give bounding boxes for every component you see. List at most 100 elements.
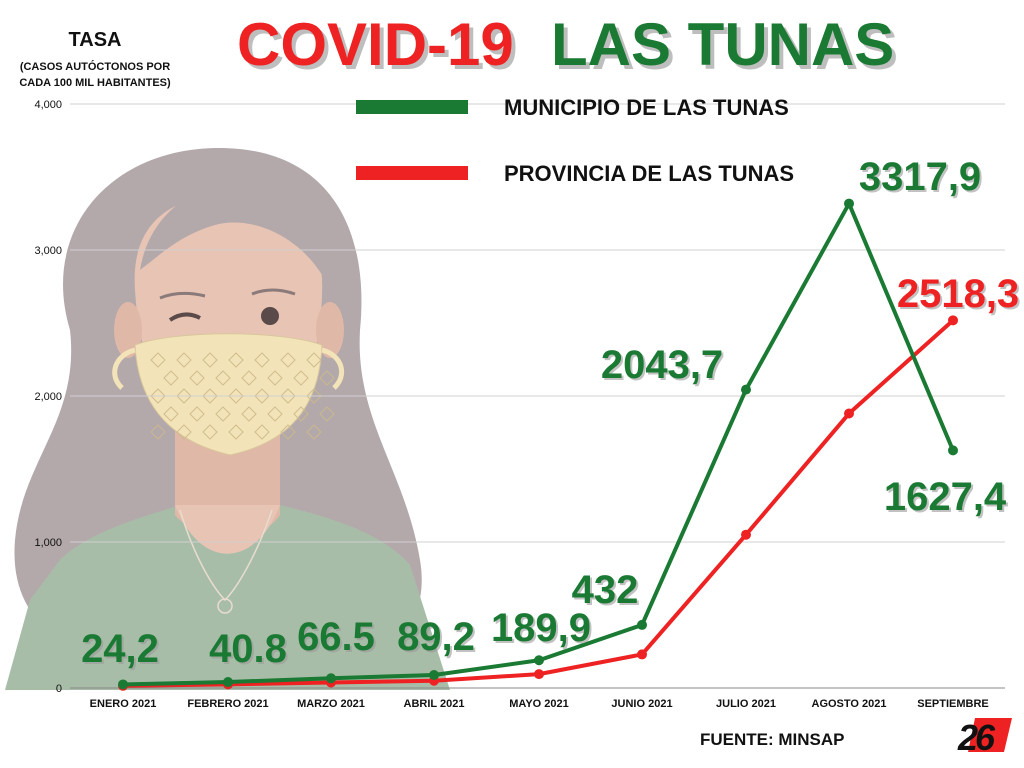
mask-pattern-diamond	[241, 370, 257, 386]
point-municipio	[223, 677, 233, 688]
mask-pattern-diamond	[293, 370, 309, 386]
necklace-shape	[179, 509, 273, 602]
point-municipio	[326, 673, 336, 684]
chart-title: COVID-19 COVID-19 LAS TUNAS LAS TUNAS	[237, 11, 898, 82]
data-label-municipio-shadow: 24,2	[83, 629, 161, 673]
legend-swatch-provincia	[356, 166, 468, 180]
mask-strap-left	[112, 347, 136, 390]
necklace-pendant-shape	[217, 598, 233, 614]
mask-pattern-diamond	[267, 406, 283, 422]
title-part1: COVID-19	[237, 11, 514, 78]
left-ear-shape	[114, 302, 142, 358]
mask-pattern-diamond	[202, 424, 218, 440]
fringe-shape	[140, 184, 326, 280]
right-ear-shape	[316, 302, 344, 358]
data-label-municipio-shadow: 2043,7	[603, 345, 725, 389]
x-tick-labels: ENERO 2021 FEBRERO 2021 MARZO 2021 ABRIL 20…	[90, 698, 989, 710]
mask-pattern-diamond	[228, 388, 244, 404]
mask-pattern-diamond	[163, 370, 179, 386]
point-municipio	[637, 619, 647, 630]
x-tick-label: ABRIL 2021	[404, 698, 465, 710]
mask-pattern-diamond	[319, 370, 335, 386]
point-municipio	[429, 669, 439, 680]
x-tick-label: FEBRERO 2021	[187, 698, 268, 710]
data-label-municipio-shadow: 1627,4	[886, 477, 1009, 521]
mask-pattern-diamond	[176, 352, 192, 368]
data-label-municipio-shadow: 3317,9	[861, 157, 983, 201]
data-labels-layer: 24,224,2 40.840.8 66.566.5 89,289,2 189,9189…	[81, 155, 1021, 673]
data-label-municipio: 3317,9	[859, 155, 981, 199]
title-part1-shadow: COVID-19	[241, 15, 518, 82]
point-provincia	[637, 649, 647, 660]
right-eye-shape	[261, 307, 279, 325]
mask-pattern-diamond	[254, 424, 270, 440]
woman-with-mask-illustration	[5, 147, 450, 690]
mask-pattern-diamond	[306, 388, 322, 404]
series-layer	[118, 198, 958, 691]
source-note: FUENTE: MINSAP	[700, 730, 845, 749]
x-tick-label: JULIO 2021	[716, 698, 776, 710]
data-label-municipio: 432	[572, 568, 639, 612]
mask-pattern-diamond	[150, 388, 166, 404]
mask-pattern-diamond	[150, 424, 166, 440]
legend-swatch-municipio	[356, 100, 468, 114]
x-tick-label: ENERO 2021	[90, 698, 157, 710]
logo-text: 26	[957, 717, 996, 758]
mask-pattern-diamond	[280, 352, 296, 368]
data-label-municipio: 40.8	[209, 627, 287, 671]
mask-pattern-diamond	[150, 352, 166, 368]
mask-pattern-diamond	[189, 406, 205, 422]
chart-legend: MUNICIPIO DE LAS TUNAS PROVINCIA DE LAS …	[356, 95, 794, 186]
mask-pattern-diamond	[293, 406, 309, 422]
x-tick-label: MARZO 2021	[297, 698, 365, 710]
y-axis-label: TASA	[69, 29, 122, 51]
logo-26: 26	[957, 717, 1012, 758]
mask-pattern-diamond	[267, 370, 283, 386]
point-municipio	[844, 198, 854, 209]
data-label-municipio: 24,2	[81, 627, 159, 671]
mask-pattern	[150, 352, 335, 440]
mask-pattern-diamond	[215, 370, 231, 386]
data-label-provincia: 2518,3	[897, 272, 1019, 316]
y-tick-label: 3,000	[34, 245, 62, 257]
mask-pattern-diamond	[202, 352, 218, 368]
legend-label-municipio: MUNICIPIO DE LAS TUNAS	[504, 95, 789, 120]
right-brow-shape	[251, 288, 296, 296]
mask-pattern-diamond	[228, 352, 244, 368]
mask-pattern-diamond	[306, 352, 322, 368]
left-eye-shape	[168, 312, 201, 322]
data-label-provincia-shadow: 2518,3	[899, 274, 1021, 318]
title-part2-shadow: LAS TUNAS	[555, 15, 898, 82]
mask-pattern-diamond	[202, 388, 218, 404]
data-label-municipio: 89,2	[397, 615, 475, 659]
mask-pattern-diamond	[280, 388, 296, 404]
y-tick-labels: 0 1,000 2,000 3,000 4,000	[34, 99, 62, 695]
point-municipio	[948, 445, 958, 456]
data-label-municipio-shadow: 189,9	[493, 608, 593, 652]
y-axis-sublabel-line1: (CASOS AUTÓCTONOS POR	[20, 60, 170, 73]
data-label-municipio: 189,9	[491, 606, 591, 650]
x-tick-label: SEPTIEMBRE	[917, 698, 989, 710]
data-label-municipio: 1627,4	[884, 475, 1007, 519]
mask-pattern-diamond	[280, 424, 296, 440]
y-tick-label: 2,000	[34, 391, 62, 403]
y-tick-label: 1,000	[34, 537, 62, 549]
data-label-municipio: 66.5	[297, 615, 375, 659]
mask-pattern-diamond	[176, 388, 192, 404]
data-label-municipio-shadow: 66.5	[299, 617, 377, 661]
title-part2: LAS TUNAS	[551, 11, 894, 78]
data-label-municipio-shadow: 40.8	[211, 629, 289, 673]
mask-pattern-diamond	[254, 388, 270, 404]
point-provincia	[534, 669, 544, 680]
point-provincia	[948, 315, 958, 326]
logo-red-shape	[968, 718, 1012, 752]
mask-pattern-diamond	[189, 370, 205, 386]
mask-pattern-diamond	[319, 406, 335, 422]
data-label-municipio-shadow: 89,2	[399, 617, 477, 661]
left-brow-shape	[159, 291, 206, 300]
y-tick-label: 4,000	[34, 99, 62, 111]
mask-pattern-diamond	[306, 424, 322, 440]
mask-pattern-diamond	[215, 406, 231, 422]
data-label-municipio-shadow: 432	[574, 570, 641, 614]
x-tick-label: JUNIO 2021	[611, 698, 672, 710]
